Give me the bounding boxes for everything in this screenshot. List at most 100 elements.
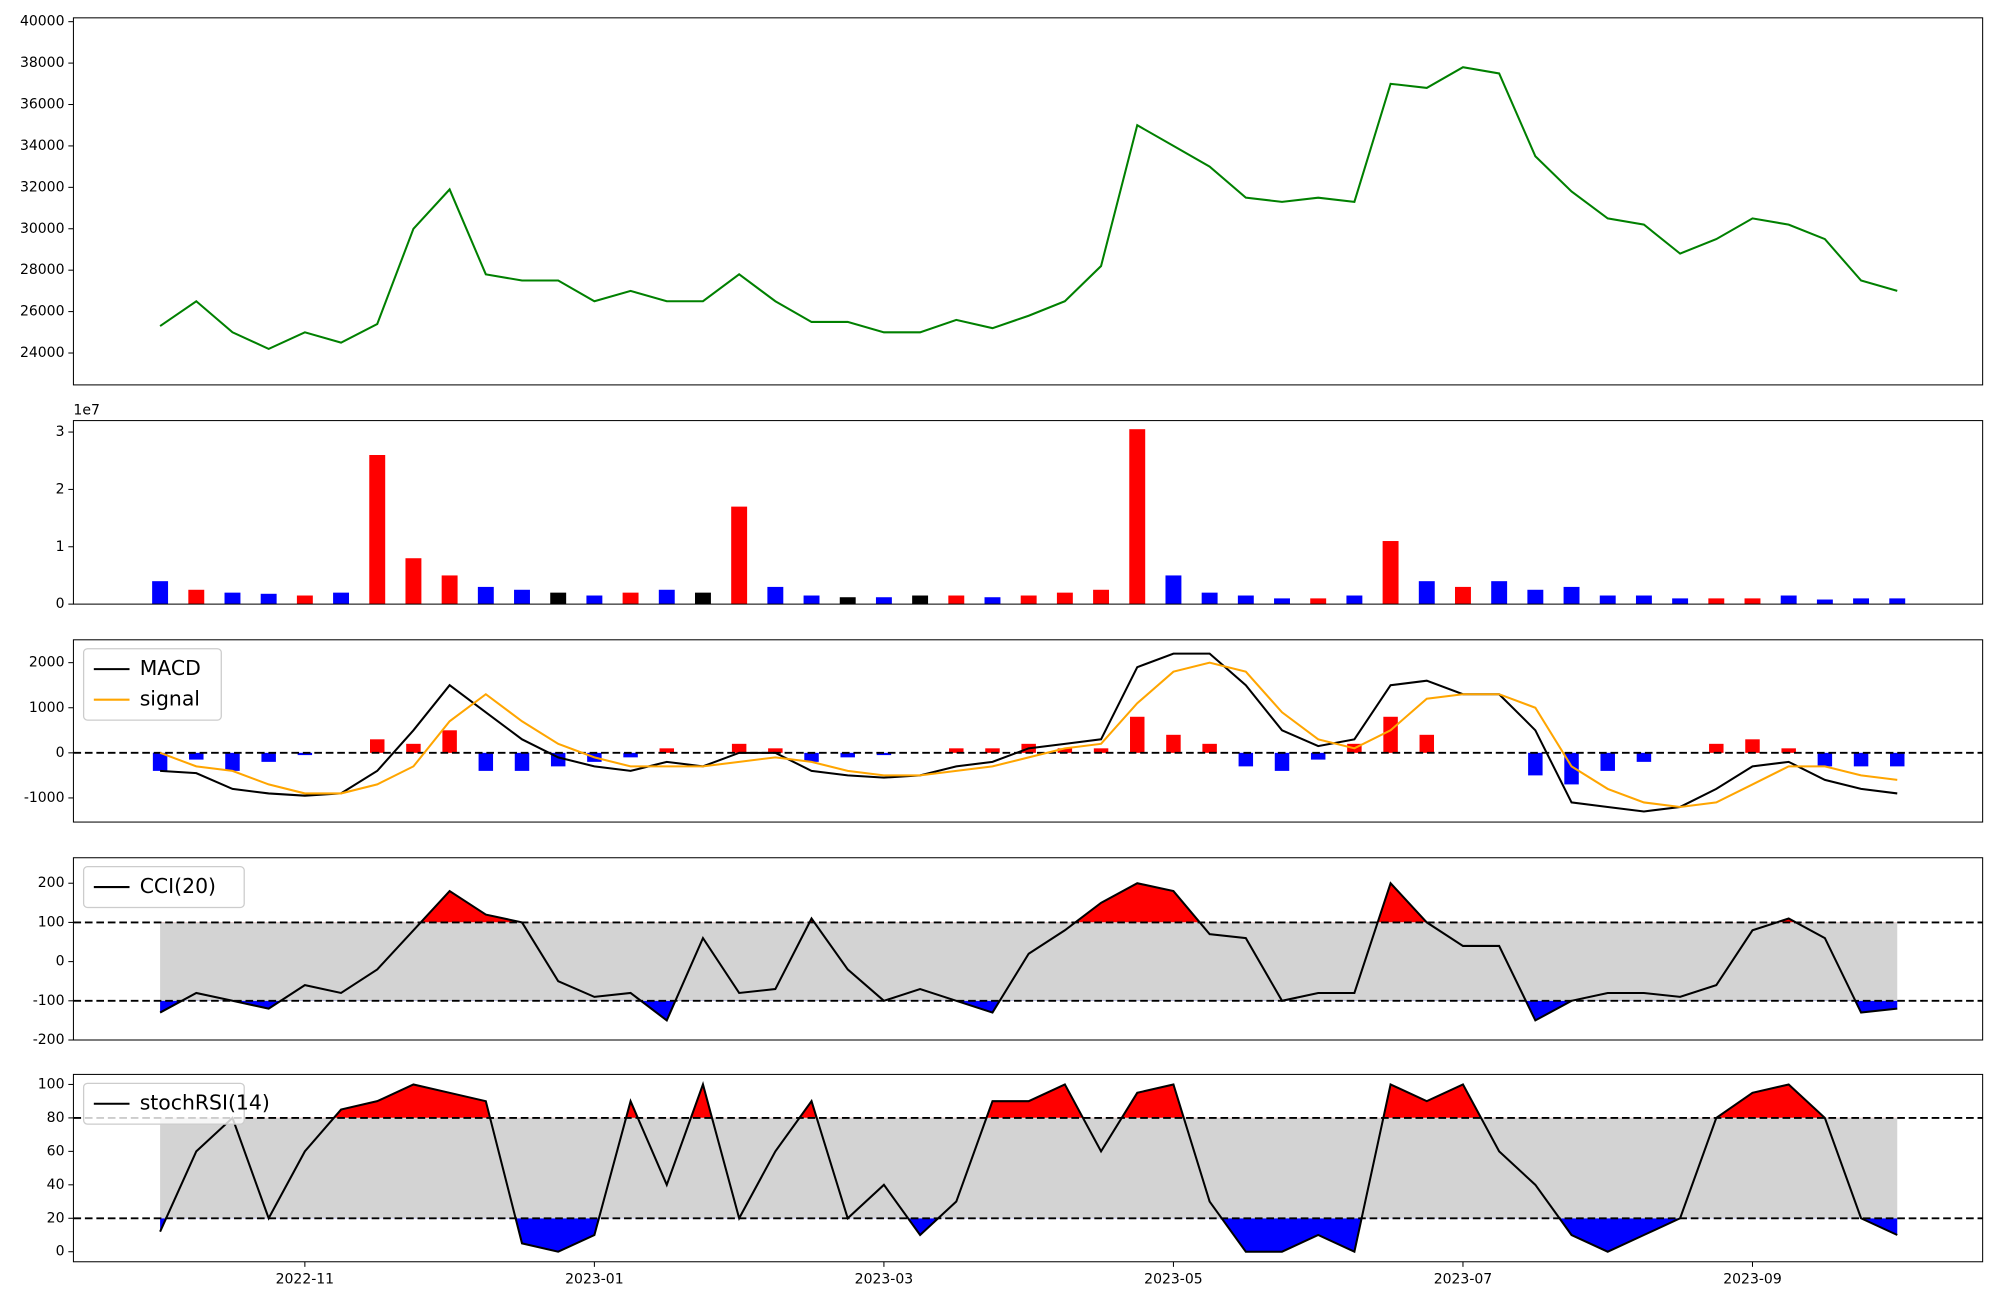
histogram-bar xyxy=(370,739,385,753)
y-tick-label: 100 xyxy=(38,1076,65,1092)
volume-bar xyxy=(1346,595,1363,605)
volume-bar xyxy=(731,506,748,605)
volume-bar xyxy=(1889,598,1906,605)
volume-bar xyxy=(767,586,784,605)
volume-bar xyxy=(1527,589,1544,605)
histogram-bar xyxy=(406,743,421,753)
series-line xyxy=(159,661,1898,808)
x-tick-label: 2023-03 xyxy=(855,1272,914,1288)
y-tick-label: 1 xyxy=(56,539,65,555)
volume-bar xyxy=(875,597,892,605)
histogram-bar xyxy=(1057,748,1073,753)
axes-frame xyxy=(72,639,1984,823)
y-tick-label: 3 xyxy=(56,424,65,440)
x-tick-label: 2022-11 xyxy=(276,1272,335,1288)
volume-bar xyxy=(1093,589,1110,605)
legend-box xyxy=(82,1082,245,1125)
histogram-bar xyxy=(297,752,313,756)
volume-bar xyxy=(405,558,422,605)
axes-frame xyxy=(72,1073,1984,1263)
histogram-bar xyxy=(1130,716,1145,753)
histogram-bar xyxy=(1166,734,1181,753)
histogram-bar xyxy=(949,748,964,753)
histogram-bar xyxy=(768,748,783,753)
y-tick-label: 60 xyxy=(47,1143,65,1159)
y-tick-label: 0 xyxy=(56,745,65,761)
volume-bar xyxy=(188,589,205,605)
volume-bar xyxy=(1274,598,1290,605)
legend-label: signal xyxy=(140,687,200,711)
histogram-bar xyxy=(152,752,168,771)
y-tick-label: 0 xyxy=(56,596,65,612)
volume-bar xyxy=(333,592,350,605)
volume-bar xyxy=(1635,595,1652,605)
volume-bar xyxy=(839,597,856,605)
axes-frame xyxy=(72,857,1984,1041)
series-line xyxy=(159,1081,1898,1254)
volume-bar xyxy=(152,581,169,605)
y-tick-label: -100 xyxy=(33,993,65,1009)
series-line xyxy=(159,881,1898,1022)
y-tick-label: 30000 xyxy=(20,221,65,237)
histogram-bar xyxy=(731,743,747,753)
series-line xyxy=(160,652,1898,813)
volume-bar xyxy=(1310,598,1327,605)
neutral-band xyxy=(160,922,1898,1001)
y-tick-label: 0 xyxy=(56,954,65,970)
histogram-bar xyxy=(1274,752,1290,771)
volume-bar xyxy=(803,595,820,605)
volume-bar xyxy=(948,595,965,605)
histogram-bar xyxy=(1853,752,1869,767)
histogram-bar xyxy=(1202,743,1217,753)
y-tick-label: 34000 xyxy=(20,138,65,154)
histogram-bar xyxy=(261,752,276,762)
y-tick-label: -200 xyxy=(33,1032,65,1048)
volume-bar xyxy=(1201,592,1218,605)
histogram-bar xyxy=(659,748,675,753)
histogram-bar xyxy=(1890,752,1905,767)
volume-bar xyxy=(1382,541,1399,605)
axes-frame xyxy=(72,420,1984,605)
histogram-bar xyxy=(876,752,892,756)
y-tick-label: 2 xyxy=(56,481,65,497)
y-tick-label: 0 xyxy=(56,1244,65,1260)
histogram-bar xyxy=(804,752,819,762)
histogram-bar xyxy=(1419,734,1435,753)
series-line xyxy=(159,66,1898,350)
y-tick-label: 24000 xyxy=(20,345,65,361)
histogram-bar xyxy=(189,752,204,760)
legend-label: MACD xyxy=(140,656,201,680)
y-tick-label: 26000 xyxy=(20,304,65,320)
histogram-bar xyxy=(1817,752,1833,767)
below-fill xyxy=(160,1218,1898,1252)
volume-bar xyxy=(1056,592,1073,605)
volume-bar xyxy=(1455,586,1471,605)
histogram-bar xyxy=(1093,748,1109,753)
y-tick-label: 2000 xyxy=(29,655,65,671)
histogram-bar xyxy=(1745,739,1760,753)
neutral-band xyxy=(160,1117,1898,1219)
y-tick-label: 200 xyxy=(38,875,65,891)
offset-text: 1e7 xyxy=(73,402,99,418)
histogram-bar xyxy=(623,752,638,758)
y-tick-label: 20 xyxy=(47,1210,65,1226)
y-tick-label: 36000 xyxy=(20,97,65,113)
y-tick-label: 38000 xyxy=(20,55,65,71)
legend-box xyxy=(82,648,222,721)
volume-bar xyxy=(1708,598,1725,605)
volume-bar xyxy=(260,593,277,605)
volume-bar xyxy=(514,589,530,605)
y-tick-label: 1000 xyxy=(29,700,65,716)
volume-bar xyxy=(1816,599,1833,605)
volume-bar xyxy=(586,595,603,605)
histogram-bar xyxy=(478,752,494,771)
x-tick-label: 2023-07 xyxy=(1434,1272,1493,1288)
volume-bar xyxy=(296,595,313,605)
y-tick-label: 40000 xyxy=(20,14,65,30)
volume-bar xyxy=(1672,598,1689,605)
axes-frame xyxy=(72,17,1984,386)
above-fill xyxy=(420,883,1796,923)
histogram-bar xyxy=(514,752,530,771)
volume-bar xyxy=(1599,595,1616,605)
